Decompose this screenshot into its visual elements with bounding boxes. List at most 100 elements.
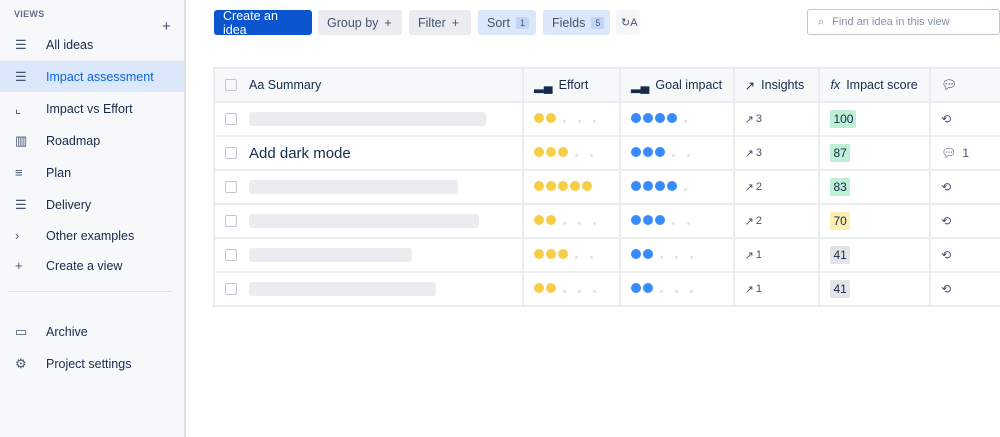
add-comment-icon[interactable]: ⟲ bbox=[941, 112, 952, 126]
table-row[interactable]: Add dark mode ↗ 3 87 💬︎ 1 bbox=[215, 137, 1000, 171]
effort-rating[interactable] bbox=[524, 205, 621, 237]
summary-cell[interactable] bbox=[215, 205, 525, 237]
goal-dot-filled bbox=[642, 113, 653, 123]
row-checkbox[interactable] bbox=[225, 181, 237, 193]
goal-impact-rating[interactable] bbox=[621, 103, 735, 135]
effort-dot-empty bbox=[563, 290, 567, 293]
idea-summary[interactable]: Add dark mode bbox=[249, 144, 351, 162]
summary-cell[interactable] bbox=[215, 239, 525, 271]
search-input[interactable]: ⌕ Find an idea in this view bbox=[807, 9, 1000, 35]
impact-score-badge: 41 bbox=[830, 246, 850, 264]
fields-label: Fields bbox=[552, 15, 586, 30]
table-row[interactable]: ↗ 1 41 ⟲ bbox=[215, 273, 1000, 307]
comments-cell[interactable]: ⟲ bbox=[931, 273, 1000, 305]
goal-dot-filled bbox=[654, 113, 665, 123]
bar-chart-icon: ▂▄ bbox=[534, 78, 553, 93]
table-row[interactable]: ↗ 3 100 ⟲ bbox=[215, 103, 1000, 137]
impact-score-badge: 70 bbox=[830, 212, 850, 230]
impact-score-badge: 100 bbox=[830, 110, 857, 128]
sidebar-item-other-examples[interactable]: › Other examples bbox=[0, 220, 184, 251]
insights-cell[interactable]: ↗ 3 bbox=[735, 137, 821, 169]
header-impact-score[interactable]: fx Impact score bbox=[820, 69, 932, 101]
comments-cell[interactable]: ⟲ bbox=[931, 239, 1000, 271]
row-checkbox[interactable] bbox=[225, 113, 237, 125]
effort-dot-filled bbox=[534, 249, 545, 259]
comments-cell[interactable]: ⟲ bbox=[931, 205, 1000, 237]
autosort-icon: ↻A bbox=[621, 17, 638, 29]
comments-cell[interactable]: ⟲ bbox=[931, 171, 1000, 203]
autosort-button[interactable]: ↻A bbox=[616, 10, 640, 35]
effort-rating[interactable] bbox=[524, 137, 621, 169]
comments-cell[interactable]: 💬︎ 1 bbox=[931, 137, 1000, 169]
insights-cell[interactable]: ↗ 1 bbox=[735, 273, 821, 305]
table-header: Aa Summary ▂▄ Effort ▂▄ Goal impact ↗ Insig… bbox=[215, 69, 1000, 103]
sidebar-item-create-a-view[interactable]: + Create a view bbox=[0, 250, 184, 281]
add-comment-icon[interactable]: ⟲ bbox=[941, 214, 952, 228]
effort-dot-empty bbox=[593, 290, 597, 293]
goal-dot-empty bbox=[671, 154, 675, 157]
insights-cell[interactable]: ↗ 3 bbox=[735, 103, 821, 135]
sort-button[interactable]: Sort 1 bbox=[478, 10, 536, 35]
header-effort[interactable]: ▂▄ Effort bbox=[524, 69, 621, 101]
list-icon: ☰ bbox=[15, 36, 27, 52]
header-summary[interactable]: Aa Summary bbox=[215, 69, 525, 101]
insights-cell[interactable]: ↗ 2 bbox=[735, 205, 821, 237]
insights-cell[interactable]: ↗ 2 bbox=[735, 171, 821, 203]
divider bbox=[8, 291, 172, 292]
summary-placeholder bbox=[249, 248, 412, 262]
table-row[interactable]: ↗ 1 41 ⟲ bbox=[215, 239, 1000, 273]
header-comments[interactable]: 💬︎ bbox=[931, 69, 1000, 101]
sidebar-item-label: Impact vs Effort bbox=[46, 101, 133, 116]
summary-cell[interactable] bbox=[215, 103, 525, 135]
insights-count: 1 bbox=[755, 248, 762, 261]
add-comment-icon[interactable]: ⟲ bbox=[941, 180, 952, 194]
goal-impact-rating[interactable] bbox=[621, 273, 735, 305]
filter-button[interactable]: Filter + bbox=[409, 10, 471, 35]
sidebar-item-archive[interactable]: ▭ Archive bbox=[0, 316, 184, 347]
row-checkbox[interactable] bbox=[225, 215, 237, 227]
goal-impact-rating[interactable] bbox=[621, 239, 735, 271]
add-view-button[interactable]: + bbox=[162, 18, 171, 35]
table-row[interactable]: ↗ 2 83 ⟲ bbox=[215, 171, 1000, 205]
add-comment-icon[interactable]: ⟲ bbox=[941, 248, 952, 262]
goal-dot-empty bbox=[686, 222, 690, 225]
filter-label: Filter bbox=[418, 15, 446, 30]
select-all-checkbox[interactable] bbox=[225, 79, 237, 91]
summary-cell[interactable]: Add dark mode bbox=[215, 137, 525, 169]
effort-rating[interactable] bbox=[524, 239, 621, 271]
effort-rating[interactable] bbox=[524, 273, 621, 305]
effort-dot-empty bbox=[593, 222, 597, 225]
insights-cell[interactable]: ↗ 1 bbox=[735, 239, 821, 271]
sidebar-item-all-ideas[interactable]: ☰ All ideas bbox=[0, 29, 184, 60]
effort-dot-filled bbox=[582, 181, 593, 191]
summary-cell[interactable] bbox=[215, 273, 525, 305]
row-checkbox[interactable] bbox=[225, 283, 237, 295]
goal-impact-rating[interactable] bbox=[621, 205, 735, 237]
goal-dot-filled bbox=[630, 147, 641, 157]
effort-rating[interactable] bbox=[524, 171, 621, 203]
effort-rating[interactable] bbox=[524, 103, 621, 135]
insights-header-label: Insights bbox=[761, 78, 805, 92]
sidebar-item-delivery[interactable]: ☰ Delivery bbox=[0, 189, 184, 220]
impact-score-cell: 83 bbox=[820, 171, 932, 203]
sidebar-item-plan[interactable]: ≡ Plan bbox=[0, 157, 184, 188]
goal-impact-rating[interactable] bbox=[621, 171, 735, 203]
row-checkbox[interactable] bbox=[225, 147, 237, 159]
sidebar-item-impact-assessment[interactable]: ☰ Impact assessment bbox=[0, 61, 184, 92]
goal-impact-rating[interactable] bbox=[621, 137, 735, 169]
sidebar-item-impact-vs-effort[interactable]: ⌞ Impact vs Effort bbox=[0, 93, 184, 124]
table-row[interactable]: ↗ 2 70 ⟲ bbox=[215, 205, 1000, 239]
list-icon: ☰ bbox=[15, 196, 27, 212]
fields-button[interactable]: Fields 5 bbox=[543, 10, 610, 35]
create-idea-button[interactable]: Create an idea bbox=[214, 9, 312, 37]
header-goal-impact[interactable]: ▂▄ Goal impact bbox=[621, 69, 735, 101]
group-by-button[interactable]: Group by + bbox=[318, 10, 402, 35]
row-checkbox[interactable] bbox=[225, 249, 237, 261]
sidebar-item-project-settings[interactable]: ⚙ Project settings bbox=[0, 348, 184, 379]
comments-cell[interactable]: ⟲ bbox=[931, 103, 1000, 135]
summary-cell[interactable] bbox=[215, 171, 525, 203]
impact-score-cell: 70 bbox=[820, 205, 932, 237]
add-comment-icon[interactable]: ⟲ bbox=[941, 282, 952, 296]
header-insights[interactable]: ↗ Insights bbox=[735, 69, 821, 101]
sidebar-item-roadmap[interactable]: ▥ Roadmap bbox=[0, 125, 184, 156]
